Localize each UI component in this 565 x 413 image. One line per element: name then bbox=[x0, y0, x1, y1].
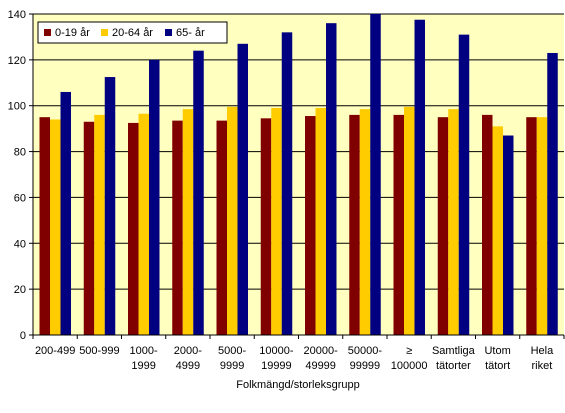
x-tick-label: 49999 bbox=[305, 360, 336, 372]
x-tick-label: ≥ bbox=[406, 345, 412, 357]
legend-swatch bbox=[44, 29, 51, 36]
bar-2 bbox=[271, 108, 282, 335]
x-tick-labels: 200-499 500-999 1000- 1999 2000- 4999 5000- 999… bbox=[35, 345, 554, 372]
x-tick-label: Hela bbox=[531, 345, 555, 357]
bar-3 bbox=[414, 19, 425, 335]
bar-3 bbox=[237, 43, 248, 336]
bar-1 bbox=[39, 117, 50, 335]
y-tick-label: 140 bbox=[8, 9, 26, 21]
bar-3 bbox=[104, 77, 116, 335]
x-tick-label: 2000- bbox=[174, 345, 202, 357]
legend-swatch bbox=[165, 29, 172, 36]
x-tick-label: 100000 bbox=[391, 360, 428, 372]
bar-2 bbox=[315, 108, 326, 335]
bar-1 bbox=[83, 121, 95, 335]
bar-2 bbox=[227, 106, 238, 335]
bar-1 bbox=[260, 118, 272, 335]
x-tick-label: 200-499 bbox=[35, 345, 75, 357]
bar-3 bbox=[370, 14, 381, 335]
bar-3 bbox=[149, 59, 160, 335]
bar-2 bbox=[404, 106, 415, 335]
y-tick-label: 60 bbox=[14, 192, 26, 204]
x-axis-title: Folkmängd/storleksgrupp bbox=[236, 379, 360, 391]
y-tick-label: 0 bbox=[20, 330, 26, 342]
bars bbox=[39, 14, 558, 336]
bar-1 bbox=[305, 116, 316, 336]
y-tick-label: 100 bbox=[8, 101, 26, 113]
y-tick-label: 40 bbox=[14, 238, 26, 250]
legend-label: 0-19 år bbox=[55, 27, 90, 39]
gridlines bbox=[33, 13, 564, 290]
y-tick-label: 20 bbox=[14, 284, 26, 296]
x-tick-label: 1999 bbox=[131, 360, 155, 372]
bar-3 bbox=[458, 34, 470, 336]
x-tick-label: Utom bbox=[484, 345, 510, 357]
x-tick-label: 10000- bbox=[259, 345, 294, 357]
x-tick-label: 50000- bbox=[348, 345, 383, 357]
bar-2 bbox=[138, 113, 149, 335]
x-tick-label: 20000- bbox=[303, 345, 338, 357]
x-tick-label: Samtliga bbox=[432, 345, 476, 357]
legend-box bbox=[37, 21, 228, 44]
bar-2 bbox=[94, 114, 105, 335]
plot-area bbox=[33, 14, 564, 335]
bar-1 bbox=[393, 114, 404, 335]
legend-swatch bbox=[101, 29, 108, 36]
x-tick-label: 1000- bbox=[130, 345, 158, 357]
bar-1 bbox=[526, 117, 537, 335]
x-tick-label: 99999 bbox=[350, 360, 381, 372]
legend: 0-19 år 20-64 år 65- år bbox=[37, 21, 228, 44]
x-tick-label: 500-999 bbox=[79, 345, 119, 357]
bar-3 bbox=[193, 50, 204, 335]
bar-1 bbox=[349, 114, 360, 335]
x-tick-label: 5000- bbox=[218, 345, 246, 357]
y-tick-label: 120 bbox=[8, 55, 26, 67]
x-tick-label: tätort bbox=[485, 360, 510, 372]
bar-3 bbox=[60, 91, 71, 335]
x-tick-label: 4999 bbox=[176, 360, 200, 372]
bar-2 bbox=[492, 126, 503, 335]
legend-label: 20-64 år bbox=[112, 27, 153, 39]
bar-1 bbox=[482, 114, 493, 335]
bar-1 bbox=[128, 122, 139, 336]
bar-1 bbox=[172, 120, 183, 335]
bar-2 bbox=[448, 109, 459, 336]
bar-1 bbox=[437, 117, 449, 335]
bar-2 bbox=[359, 109, 371, 336]
legend-label: 65- år bbox=[176, 27, 205, 39]
y-tick-label: 80 bbox=[14, 147, 26, 159]
bar-1 bbox=[216, 120, 227, 335]
bar-2 bbox=[182, 109, 194, 336]
bar-3 bbox=[503, 135, 514, 335]
bar-2 bbox=[536, 117, 548, 335]
bar-2 bbox=[50, 119, 61, 335]
bar-3 bbox=[547, 52, 558, 335]
axes bbox=[29, 13, 565, 339]
x-tick-label: 19999 bbox=[261, 360, 292, 372]
bar-3 bbox=[281, 32, 293, 335]
x-tick-label: tätorter bbox=[436, 360, 471, 372]
x-tick-label: riket bbox=[531, 360, 552, 372]
bar-3 bbox=[326, 23, 337, 336]
y-tick-labels: 0 20 40 60 80 100 120 140 bbox=[8, 9, 26, 342]
x-tick-label: 9999 bbox=[220, 360, 244, 372]
